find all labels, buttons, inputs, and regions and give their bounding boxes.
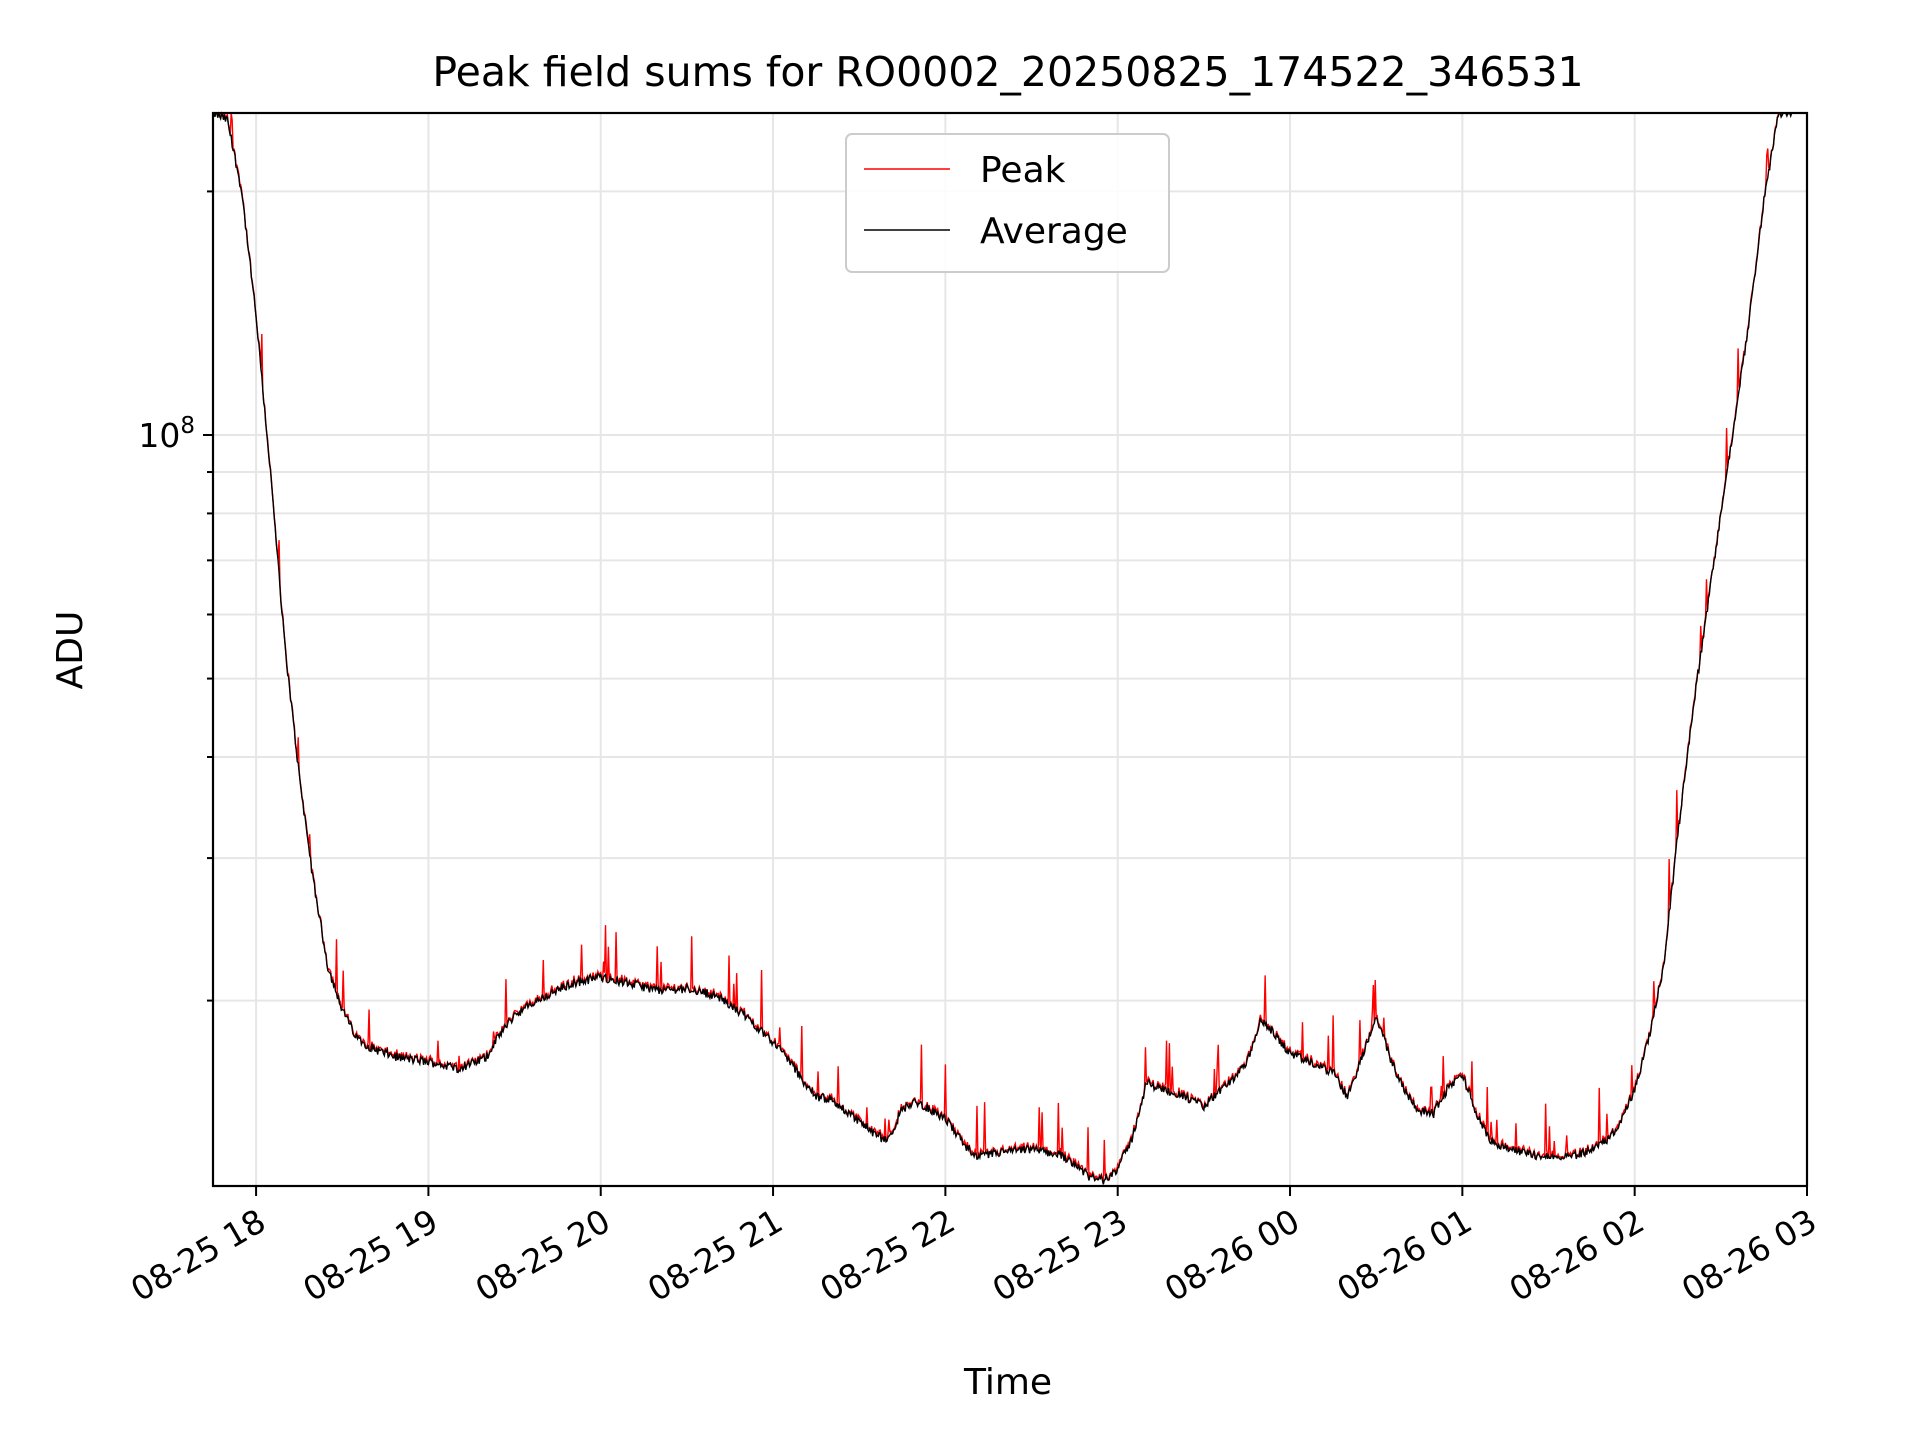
series-line-peak — [213, 111, 1793, 1184]
x-tick-label: 08-25 19 — [296, 1201, 444, 1309]
y-axis-label: ADU — [50, 611, 91, 690]
chart-title: Peak field sums for RO0002_20250825_1745… — [432, 48, 1583, 96]
legend: Peak Average — [845, 133, 1170, 273]
x-tick-label: 08-25 18 — [124, 1201, 272, 1309]
x-tick-label: 08-26 01 — [1330, 1201, 1478, 1309]
grid-lines — [213, 113, 1808, 1186]
x-tick-label: 08-26 03 — [1675, 1201, 1823, 1309]
y-tick-label: 108 — [138, 413, 195, 455]
x-tick-label: 08-25 20 — [469, 1201, 617, 1309]
series-layer — [213, 111, 1793, 1185]
x-tick-label: 08-25 21 — [641, 1201, 789, 1309]
x-tick-label: 08-25 23 — [986, 1201, 1134, 1309]
plot-frame — [211, 111, 1809, 1188]
legend-label-average: Average — [980, 211, 1128, 252]
x-tick-label: 08-26 00 — [1158, 1201, 1306, 1309]
x-tick-label: 08-26 02 — [1503, 1201, 1651, 1309]
legend-label-peak: Peak — [980, 150, 1066, 191]
series-line-average — [213, 111, 1793, 1185]
x-axis-label: Time — [963, 1362, 1052, 1403]
axis-ticks: 08-25 18 08-25 19 08-25 20 08-25 21 08-25 22… — [124, 190, 1823, 1309]
x-tick-label: 08-25 22 — [813, 1201, 961, 1309]
